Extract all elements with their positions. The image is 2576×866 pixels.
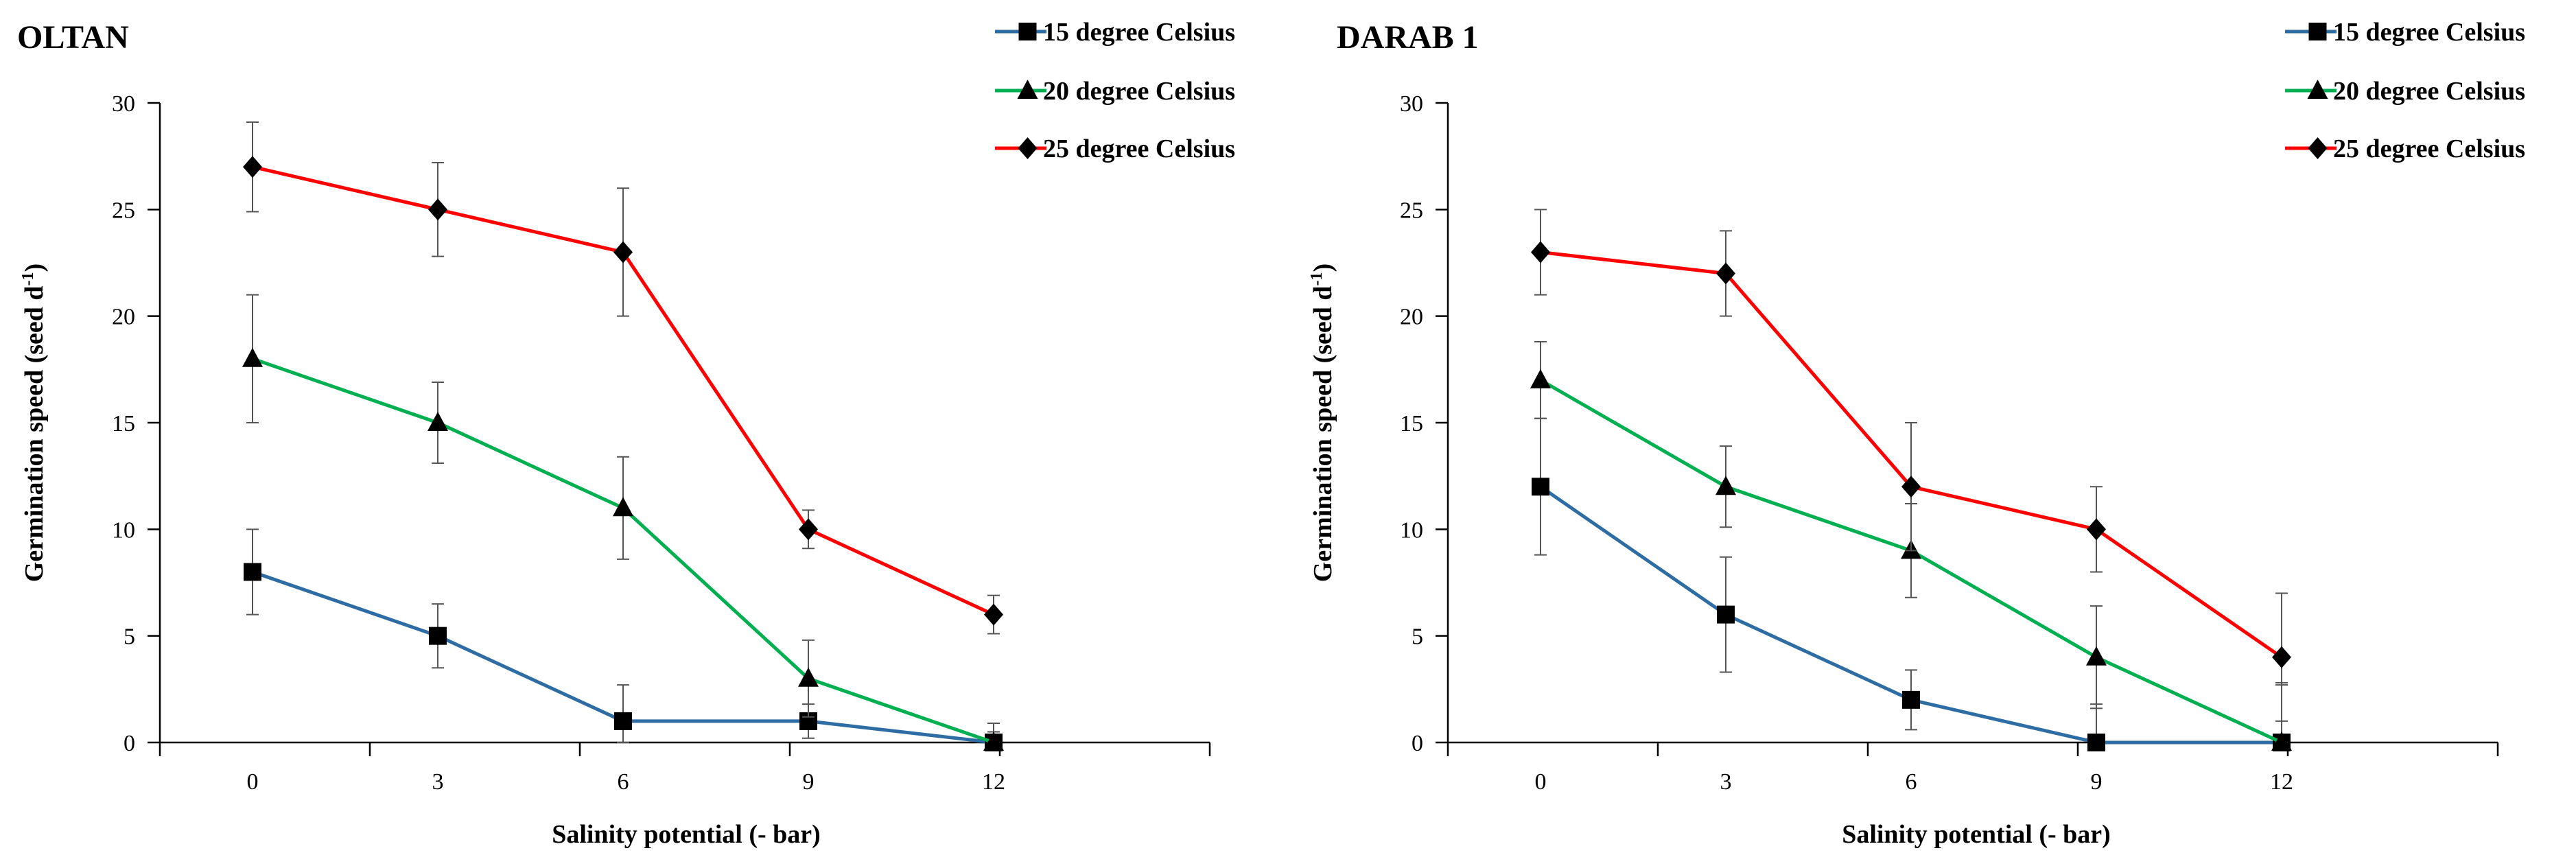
legend-label: 25 degree Celsius [2333, 134, 2525, 163]
data-point [1530, 368, 1551, 388]
data-point [428, 198, 447, 221]
legend-marker [2307, 80, 2328, 99]
data-point [243, 156, 262, 178]
y-axis-label-sup: -1 [19, 272, 37, 285]
legend-item: 25 degree Celsius [995, 134, 1235, 163]
y-tick-label: 0 [124, 731, 135, 756]
legend-label: 20 degree Celsius [1043, 77, 1235, 106]
x-tick-label: 12 [2270, 769, 2293, 795]
y-tick-label: 0 [1412, 731, 1423, 756]
data-point [2087, 734, 2105, 751]
y-tick-label: 15 [112, 411, 135, 436]
data-point [1532, 478, 1549, 496]
y-axis-label: Germination speed (seed d-1) [19, 264, 49, 582]
legend-label: 15 degree Celsius [2333, 18, 2525, 47]
data-point [613, 241, 633, 264]
data-point [1531, 241, 1550, 264]
x-axis-label: Salinity potential (- bar) [552, 820, 821, 849]
y-axis-label-main: Germination speed (seed d [20, 285, 49, 582]
series-3 [243, 121, 1003, 635]
y-tick-label: 20 [112, 305, 135, 330]
x-tick-label: 0 [247, 769, 259, 795]
legend-marker [2308, 137, 2328, 159]
data-point [798, 667, 819, 687]
chart-title: DARAB 1 [1337, 19, 1479, 56]
data-point [2086, 646, 2107, 666]
data-point [244, 563, 261, 581]
x-tick-label: 0 [1535, 769, 1547, 795]
legend-item: 15 degree Celsius [995, 18, 1235, 47]
data-point [614, 712, 632, 730]
x-tick-label: 6 [618, 769, 629, 795]
y-axis-label-close: ) [20, 264, 49, 272]
data-point [613, 497, 633, 517]
y-tick-label: 20 [1400, 305, 1423, 330]
legend-marker [1017, 80, 1038, 99]
panel-2: DARAB 1 0 5 10 15 20 25 30 0 3 6 9 12 Salinity potent… [1308, 18, 2525, 849]
legend-marker [2308, 23, 2327, 40]
legend-item: 15 degree Celsius [2285, 18, 2525, 47]
y-tick-label: 10 [112, 517, 135, 543]
legend-label: 15 degree Celsius [1043, 18, 1235, 47]
legend-item: 25 degree Celsius [2285, 134, 2525, 163]
data-point [1902, 690, 1920, 709]
x-tick-label: 9 [803, 769, 815, 795]
y-tick-label: 30 [1400, 91, 1423, 117]
x-tick-label: 3 [1720, 769, 1732, 795]
panel-1: OLTAN 0 5 10 15 20 25 30 0 3 6 9 12 Salinity potentia… [17, 18, 1235, 849]
y-tick-label: 10 [1400, 517, 1423, 543]
series-3 [1531, 209, 2291, 722]
y-axis-label-main: Germination speed (seed d [1309, 285, 1337, 582]
legend-item: 20 degree Celsius [2285, 77, 2525, 106]
data-point [2272, 646, 2291, 668]
data-point [242, 347, 263, 367]
x-axis-label: Salinity potential (- bar) [1842, 820, 2111, 849]
series-1 [244, 528, 1003, 751]
legend-marker [1018, 23, 1037, 40]
legend-item: 20 degree Celsius [995, 77, 1235, 106]
y-axis-label: Germination speed (seed d-1) [1308, 264, 1337, 582]
y-tick-label: 15 [1400, 411, 1423, 436]
legend-label: 20 degree Celsius [2333, 77, 2525, 106]
y-tick-label: 5 [124, 624, 135, 650]
data-point [1717, 605, 1735, 624]
series-2 [242, 294, 1004, 751]
y-axis-label-sup: -1 [1308, 272, 1326, 285]
x-tick-label: 3 [432, 769, 444, 795]
data-point [428, 412, 448, 431]
y-tick-label: 25 [112, 198, 135, 223]
data-point [983, 732, 1004, 751]
data-point [799, 518, 818, 541]
y-axis-label-close: ) [1309, 264, 1337, 272]
data-point [1901, 476, 1921, 498]
legend-label: 25 degree Celsius [1043, 134, 1235, 163]
data-point [2271, 732, 2292, 751]
y-tick-label: 30 [112, 91, 135, 117]
data-point [1716, 262, 1735, 285]
y-tick-label: 25 [1400, 198, 1423, 223]
data-point [984, 603, 1003, 626]
legend-marker [1018, 137, 1038, 159]
data-point [2087, 518, 2106, 541]
data-point [1716, 476, 1736, 495]
y-tick-label: 5 [1412, 624, 1423, 650]
x-tick-label: 9 [2091, 769, 2103, 795]
data-point [429, 627, 447, 645]
chart-title: OLTAN [17, 19, 129, 56]
x-tick-label: 6 [1906, 769, 1917, 795]
x-tick-label: 12 [982, 769, 1005, 795]
